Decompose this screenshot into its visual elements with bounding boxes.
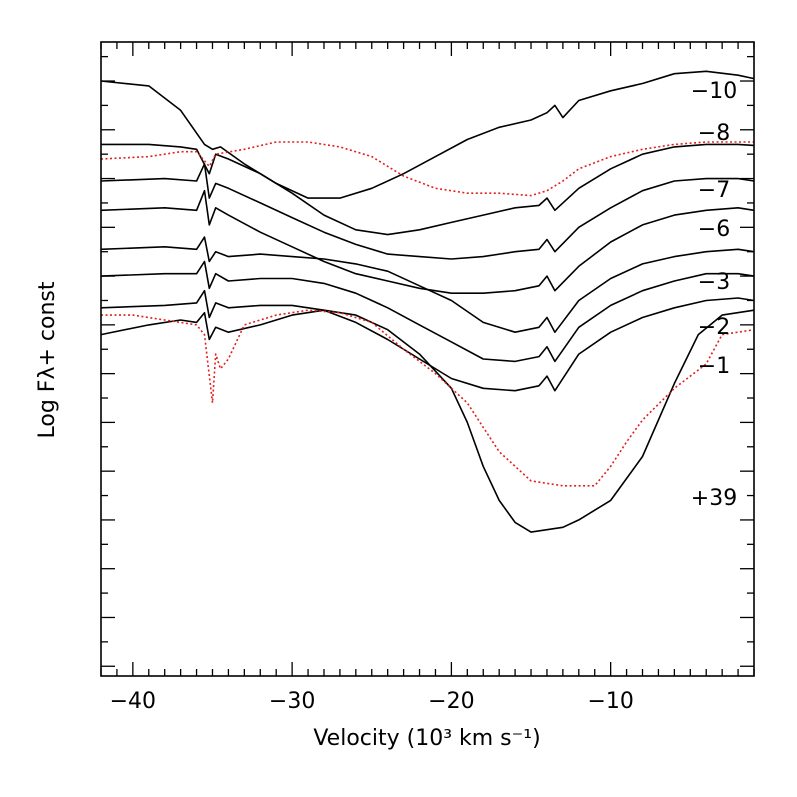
series-label: −6 (698, 217, 730, 242)
series-label: −8 (698, 121, 730, 146)
series-label: −7 (698, 178, 730, 203)
spectrum-line--8 (101, 143, 755, 236)
series-label: −3 (698, 270, 730, 295)
x-tick-labels: −40 −30 −20 −10 (110, 689, 634, 714)
x-tick-label: −20 (428, 689, 474, 714)
series-label: +39 (691, 486, 737, 511)
spectrum-line--1 (100, 289, 755, 392)
series-label: −2 (698, 315, 730, 340)
series-label: −10 (691, 79, 737, 104)
series-label: −1 (698, 354, 730, 379)
spectrum-line--6 (100, 189, 755, 294)
x-axis-title: Velocity (10³ km s⁻¹) (313, 726, 540, 751)
spectrum-line--8dotted (100, 141, 754, 197)
x-tick-label: −30 (269, 689, 315, 714)
y-axis-title: Log Fλ+ const (35, 281, 60, 438)
x-tick-label: −40 (110, 689, 156, 714)
spectrum-line-p39 (100, 309, 755, 533)
spectrum-line--7 (100, 163, 755, 260)
plot-frame (100, 41, 755, 677)
spectrum-line--3 (100, 236, 755, 333)
spectrum-line-p39dotted (101, 309, 755, 487)
spectrum-line--10 (100, 70, 755, 199)
spectra-series (100, 70, 755, 533)
x-tick-label: −10 (587, 689, 633, 714)
series-labels: −10 −8 −7 −6 −3 −2 −1 +39 (691, 79, 737, 511)
spectrum-line--2 (100, 260, 755, 363)
